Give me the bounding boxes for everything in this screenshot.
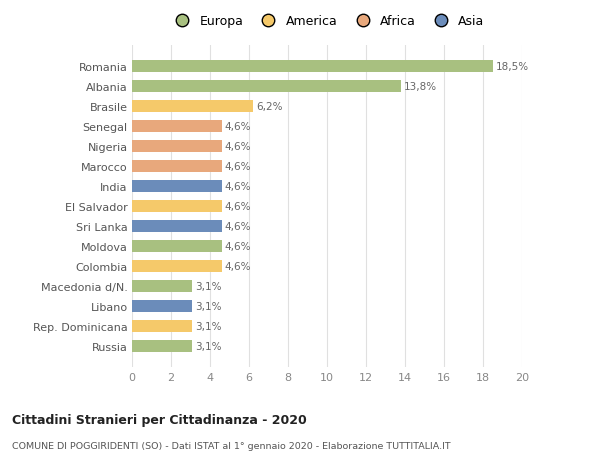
Bar [132, 161, 222, 173]
Text: 6,2%: 6,2% [256, 101, 283, 112]
Bar [132, 201, 222, 213]
Text: 4,6%: 4,6% [224, 202, 251, 212]
Text: 3,1%: 3,1% [196, 302, 222, 312]
Bar [132, 280, 193, 292]
Text: 4,6%: 4,6% [224, 141, 251, 151]
Bar [132, 261, 222, 273]
Bar [132, 80, 401, 93]
Bar [132, 101, 253, 112]
Text: Cittadini Stranieri per Cittadinanza - 2020: Cittadini Stranieri per Cittadinanza - 2… [12, 413, 307, 426]
Bar [132, 61, 493, 73]
Bar [132, 341, 193, 353]
Text: 4,6%: 4,6% [224, 122, 251, 132]
Text: 4,6%: 4,6% [224, 162, 251, 172]
Legend: Europa, America, Africa, Asia: Europa, America, Africa, Asia [164, 11, 490, 34]
Text: 13,8%: 13,8% [404, 82, 437, 91]
Bar [132, 320, 193, 333]
Text: 4,6%: 4,6% [224, 182, 251, 191]
Text: 3,1%: 3,1% [196, 341, 222, 352]
Text: 18,5%: 18,5% [496, 62, 529, 72]
Text: 4,6%: 4,6% [224, 241, 251, 252]
Text: 3,1%: 3,1% [196, 281, 222, 291]
Text: COMUNE DI POGGIRIDENTI (SO) - Dati ISTAT al 1° gennaio 2020 - Elaborazione TUTTI: COMUNE DI POGGIRIDENTI (SO) - Dati ISTAT… [12, 441, 451, 450]
Bar [132, 221, 222, 233]
Bar [132, 241, 222, 252]
Bar [132, 301, 193, 313]
Bar [132, 180, 222, 192]
Bar [132, 121, 222, 133]
Text: 3,1%: 3,1% [196, 322, 222, 331]
Text: 4,6%: 4,6% [224, 222, 251, 231]
Text: 4,6%: 4,6% [224, 262, 251, 272]
Bar [132, 140, 222, 152]
